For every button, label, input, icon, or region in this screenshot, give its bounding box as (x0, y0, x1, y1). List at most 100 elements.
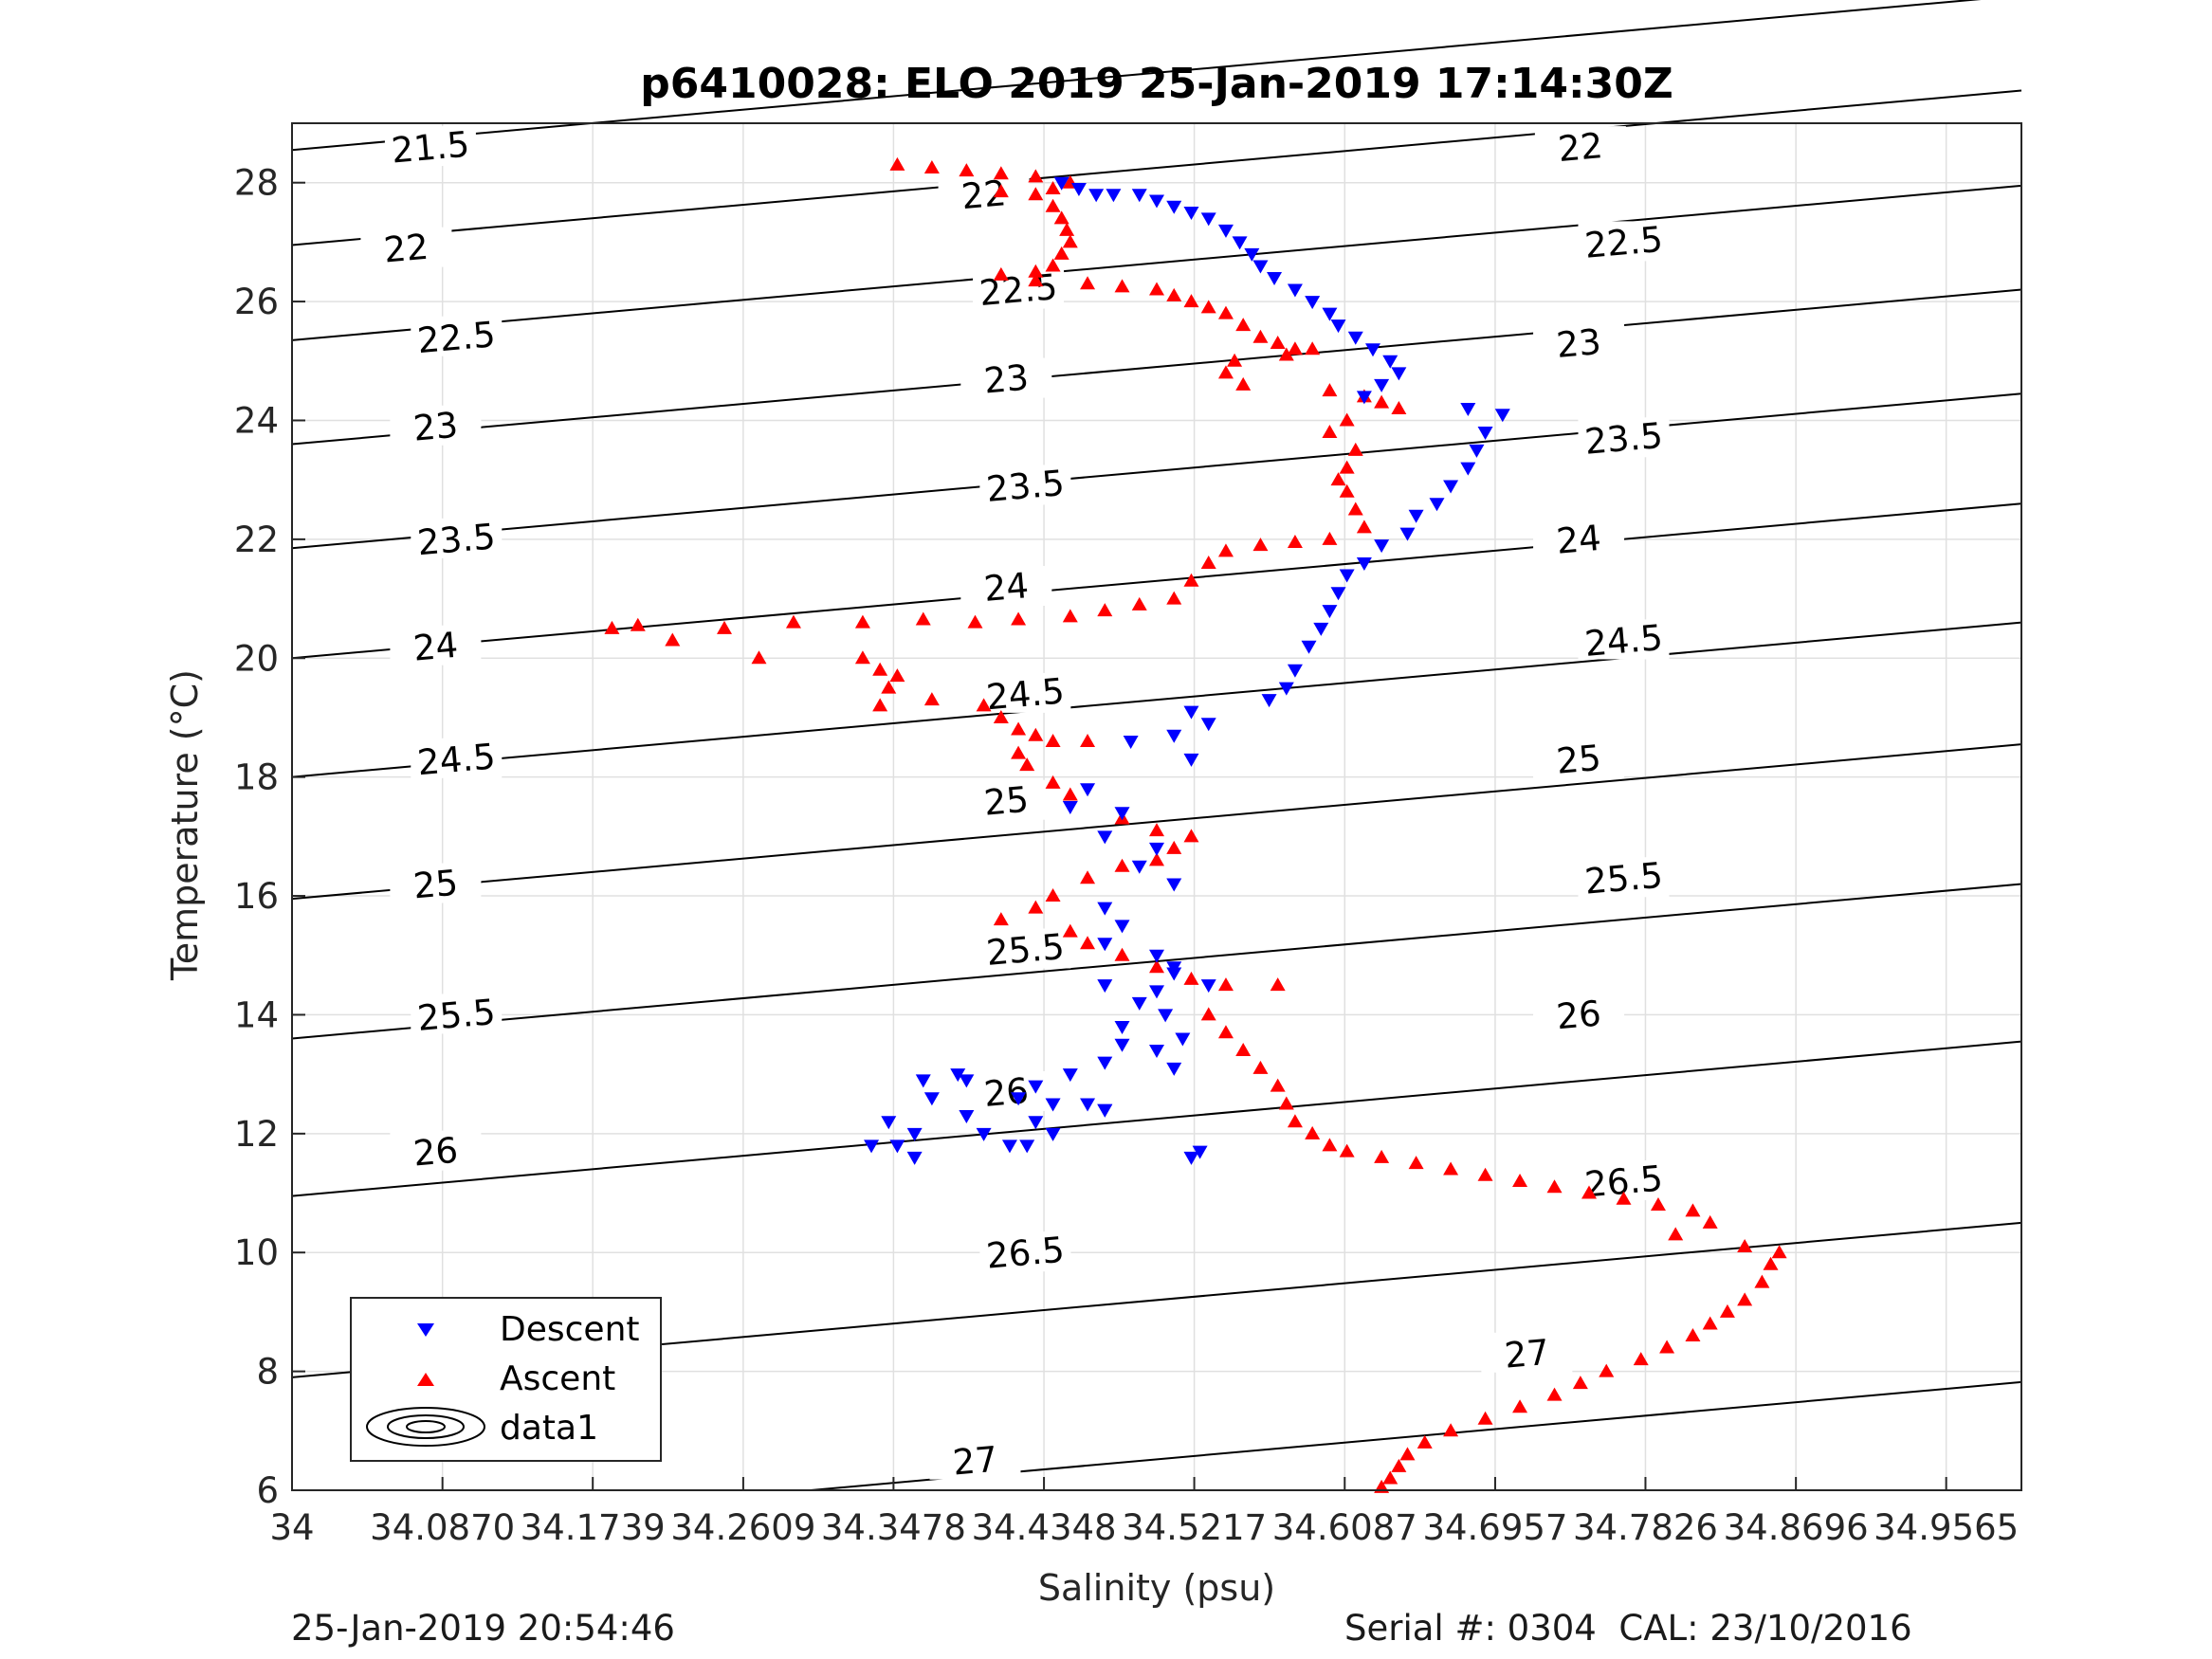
ascent-point (1278, 347, 1294, 361)
contour-label: 25.5 (985, 926, 1067, 974)
ascent-point (1322, 383, 1338, 397)
legend-box (350, 1297, 662, 1462)
descent-point (1267, 272, 1283, 286)
ascent-point (1763, 1256, 1779, 1270)
descent-point (1080, 1098, 1096, 1112)
y-tick-label: 6 (256, 1470, 279, 1511)
ascent-point (785, 614, 801, 629)
contour-label: 26 (1555, 993, 1603, 1037)
contour-label: 24.5 (415, 736, 497, 783)
ascent-point (1080, 734, 1096, 748)
ascent-point (1200, 300, 1216, 314)
descent-point (1443, 480, 1459, 494)
ascent-point (1080, 870, 1096, 884)
contour-label: 25.5 (415, 992, 497, 1039)
descent-point (1365, 343, 1380, 357)
contour-label: 26 (411, 1130, 460, 1175)
ascent-point (889, 156, 905, 171)
descent-point (1347, 331, 1363, 345)
ascent-point (1616, 1191, 1632, 1205)
contour-label-backdrop (979, 1231, 1071, 1272)
ascent-point (1374, 1149, 1390, 1163)
ascent-point (604, 620, 620, 634)
ascent-point (1633, 1352, 1649, 1366)
y-tick-label: 12 (234, 1114, 279, 1155)
ascent-point (1347, 442, 1363, 456)
descent-point (1200, 979, 1216, 994)
ascent-point (1252, 538, 1269, 552)
contour-label: 27 (1503, 1332, 1551, 1376)
ascent-point (1080, 276, 1096, 290)
descent-series (864, 176, 1510, 1165)
ascent-point (1374, 394, 1390, 409)
descent-point (1183, 753, 1199, 767)
contour-label: 25.5 (1583, 855, 1665, 902)
descent-point (950, 1068, 966, 1083)
ascent-point (1737, 1292, 1753, 1306)
descent-point (1183, 1151, 1199, 1165)
descent-point (1301, 640, 1317, 654)
ascent-point (1183, 829, 1199, 843)
descent-point (1097, 938, 1113, 952)
contour-label-backdrop (390, 625, 482, 665)
contour-label: 21.5 (390, 124, 471, 172)
ascent-point (1702, 1316, 1718, 1330)
axis-ticks: 34 34.0870 34.1739 34.2609 34.3478 34.4348 34.… (234, 163, 2019, 1548)
descent-point (1494, 409, 1510, 423)
descent-point (1469, 444, 1485, 458)
ascent-point (1217, 543, 1234, 557)
descent-point (1106, 189, 1122, 203)
contour-label: 25 (411, 863, 460, 907)
contour-label-backdrop (1533, 994, 1625, 1034)
density-contour-line (291, 184, 2022, 341)
contour-label-backdrop (938, 173, 1030, 214)
contour-label-backdrop (1533, 738, 1625, 778)
descent-point (1019, 1139, 1035, 1154)
x-tick-label: 34.5217 (1122, 1507, 1267, 1548)
descent-point (1287, 664, 1303, 678)
contour-label: 22.5 (415, 314, 497, 361)
contour-label: 23.5 (1583, 415, 1665, 463)
ascent-point (1702, 1214, 1718, 1229)
descent-point (1232, 236, 1248, 250)
ascent-point (993, 266, 1009, 281)
y-tick-label: 28 (234, 163, 279, 204)
ascent-point (1443, 1161, 1459, 1176)
descent-point (1131, 189, 1147, 203)
contour-label-backdrop (960, 566, 1052, 607)
descent-point (1166, 1062, 1182, 1076)
descent-point (1011, 1092, 1027, 1106)
density-contour-line (291, 621, 2022, 778)
legend: Descent Ascent data1 (350, 1297, 662, 1462)
contour-label-backdrop (1578, 417, 1670, 458)
descent-point (1278, 682, 1294, 696)
descent-point (906, 1151, 923, 1165)
descent-point (1097, 1056, 1113, 1070)
ascent-point (1685, 1327, 1701, 1341)
contour-label: 23 (982, 357, 1031, 402)
descent-point (1062, 801, 1078, 814)
contour-label-backdrop (979, 928, 1071, 969)
ascent-point (1062, 234, 1078, 248)
x-tick-label: 34.8696 (1724, 1507, 1869, 1548)
ascent-point (1737, 1238, 1753, 1252)
ascent-point (1149, 282, 1164, 296)
ascent-point (1235, 376, 1252, 391)
descent-point (1149, 985, 1164, 999)
ascent-point (1217, 305, 1234, 319)
ascent-point (1045, 888, 1061, 902)
x-axis-label: Salinity (psu) (1038, 1567, 1275, 1609)
ascent-point (1382, 1470, 1398, 1485)
ascent-point (1166, 591, 1182, 605)
ascent-point (1322, 425, 1338, 439)
ascent-point (1546, 1387, 1563, 1401)
ascent-point (1659, 1340, 1675, 1354)
y-tick-label: 22 (234, 520, 279, 560)
contour-label: 22.5 (978, 266, 1059, 314)
descent-point (1131, 996, 1147, 1011)
ascent-point (1062, 787, 1078, 801)
descent-point (1356, 391, 1372, 405)
ascent-point (1149, 823, 1164, 837)
contour-label-backdrop (1578, 221, 1670, 262)
ascent-point (1028, 169, 1044, 183)
